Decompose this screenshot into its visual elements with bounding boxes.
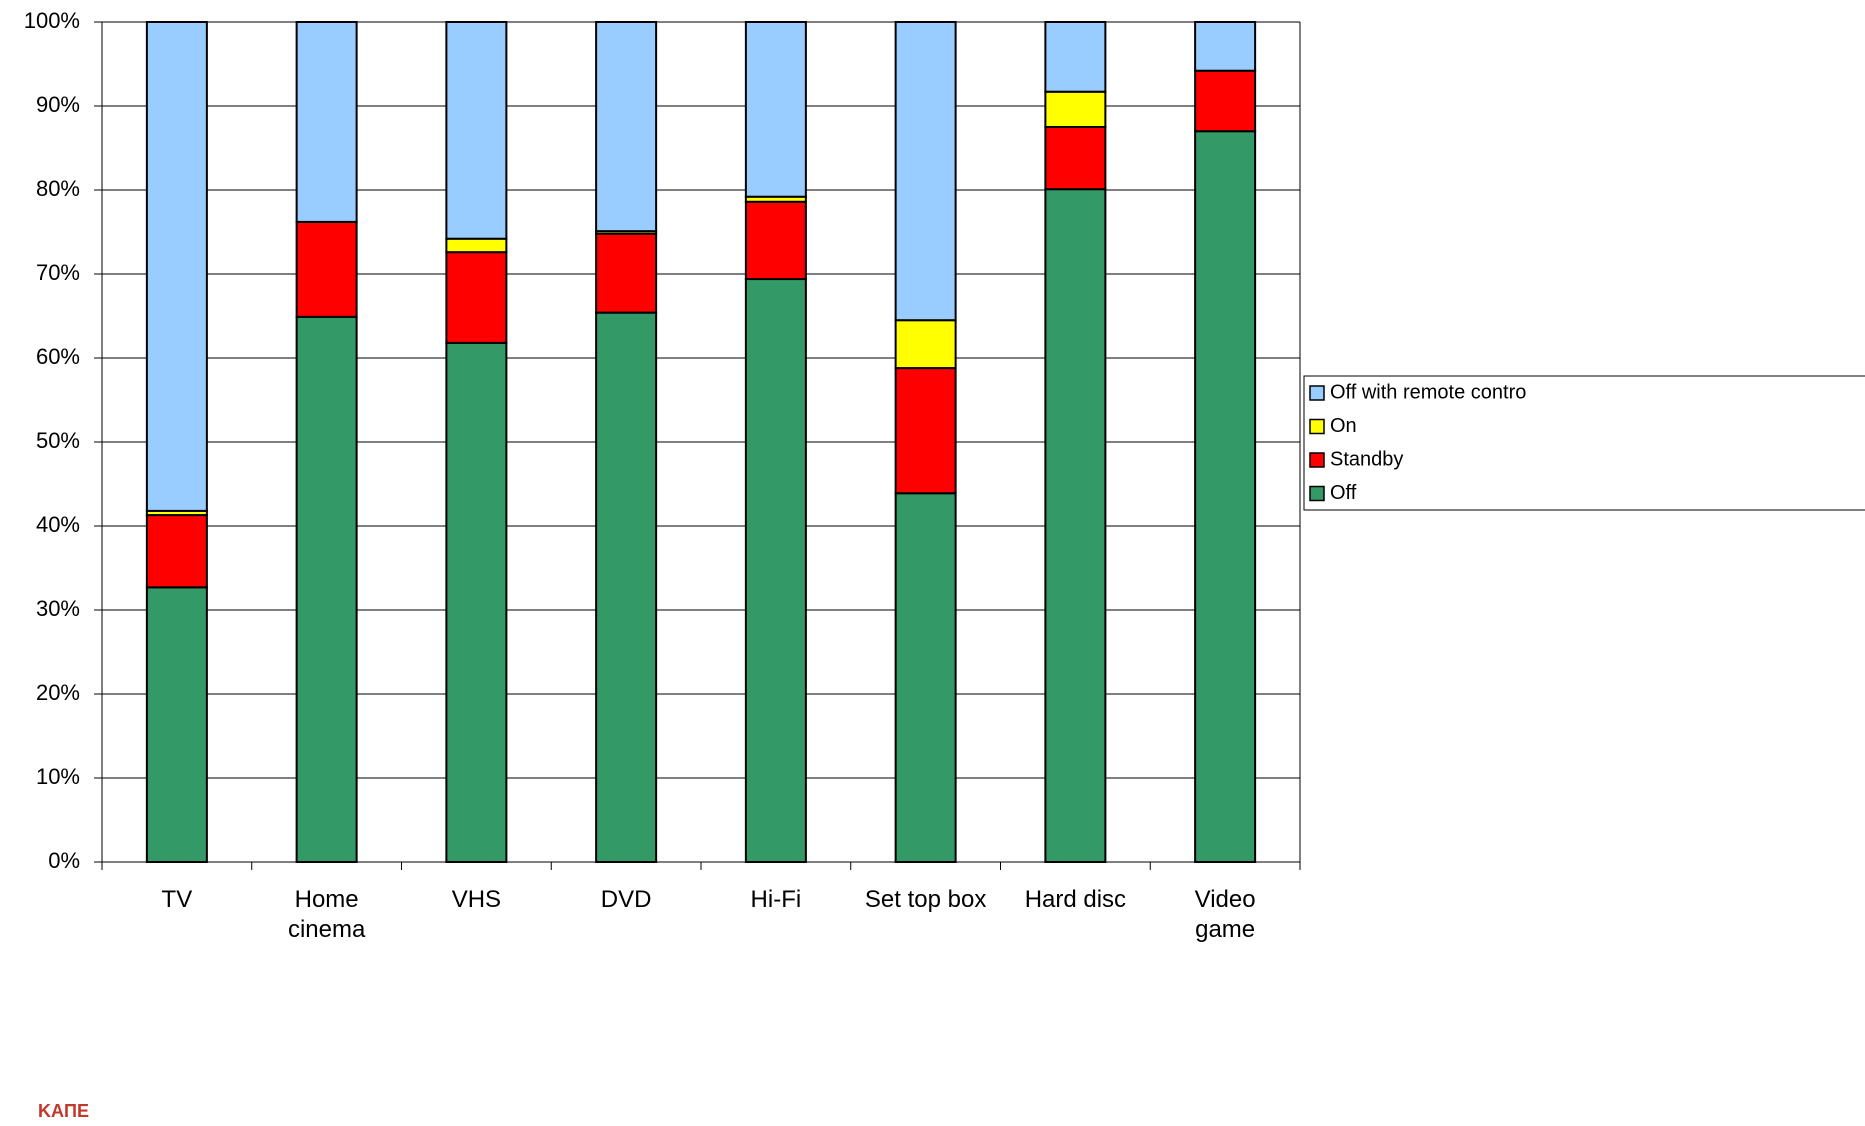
y-tick-label: 20% (36, 680, 80, 705)
bar-segment (744, 200, 807, 281)
legend-swatch (1309, 385, 1325, 401)
bar-segment (744, 278, 807, 864)
bar-segment (1044, 90, 1107, 128)
legend-label: Off with remote contro (1330, 381, 1526, 403)
x-tick-label: Video game (1194, 886, 1256, 943)
x-tick-label: VHS (451, 886, 502, 913)
x-tick-label: Set top box (864, 886, 987, 913)
y-tick-label: 0% (48, 848, 80, 873)
x-tick-label: TV (161, 886, 193, 913)
y-tick-label: 90% (36, 92, 80, 117)
bar-segment (1194, 130, 1257, 863)
legend-label: Off (1330, 482, 1357, 504)
x-tick-label: Hi-Fi (750, 886, 802, 913)
bar-segment (595, 311, 658, 863)
bar-segment (295, 315, 358, 863)
y-tick-label: 40% (36, 512, 80, 537)
legend-swatch (1309, 485, 1325, 502)
bar-segment (595, 232, 658, 314)
y-tick-label: 10% (36, 764, 80, 789)
bar-segment (894, 21, 957, 322)
logo: KAΠE (38, 1101, 89, 1121)
bar-segment (1194, 69, 1257, 133)
bar-segment (145, 514, 208, 589)
y-tick-label: 70% (36, 260, 80, 285)
bar-segment (595, 21, 658, 233)
legend-label: Standby (1330, 448, 1403, 470)
y-tick-label: 50% (36, 428, 80, 453)
bar-segment (445, 341, 508, 863)
bar-segment (445, 251, 508, 344)
bar-segment (1194, 21, 1257, 72)
legend-label: On (1330, 415, 1357, 437)
bar-segment (1044, 126, 1107, 191)
y-tick-label: 80% (36, 176, 80, 201)
bar-segment (445, 21, 508, 240)
legend-swatch (1309, 452, 1325, 468)
bar-segment (145, 21, 208, 512)
bar-segment (145, 586, 208, 863)
y-tick-label: 30% (36, 596, 80, 621)
y-tick-label: 60% (36, 344, 80, 369)
bar-segment (744, 21, 807, 198)
bar-segment (894, 319, 957, 370)
bar-segment (445, 237, 508, 254)
bar-segment (295, 220, 358, 318)
x-tick-label: DVD (600, 886, 652, 913)
bar-segment (894, 367, 957, 495)
bar-segment (894, 492, 957, 863)
x-tick-label: Hard disc (1024, 886, 1127, 913)
bar-segment (295, 21, 358, 223)
bar-segment (1044, 188, 1107, 864)
legend-box (1303, 375, 1865, 511)
legend-swatch (1309, 418, 1325, 435)
bar-segment (1044, 21, 1107, 93)
x-tick-label: Home cinema (287, 886, 366, 943)
y-tick-label: 100% (24, 8, 80, 33)
